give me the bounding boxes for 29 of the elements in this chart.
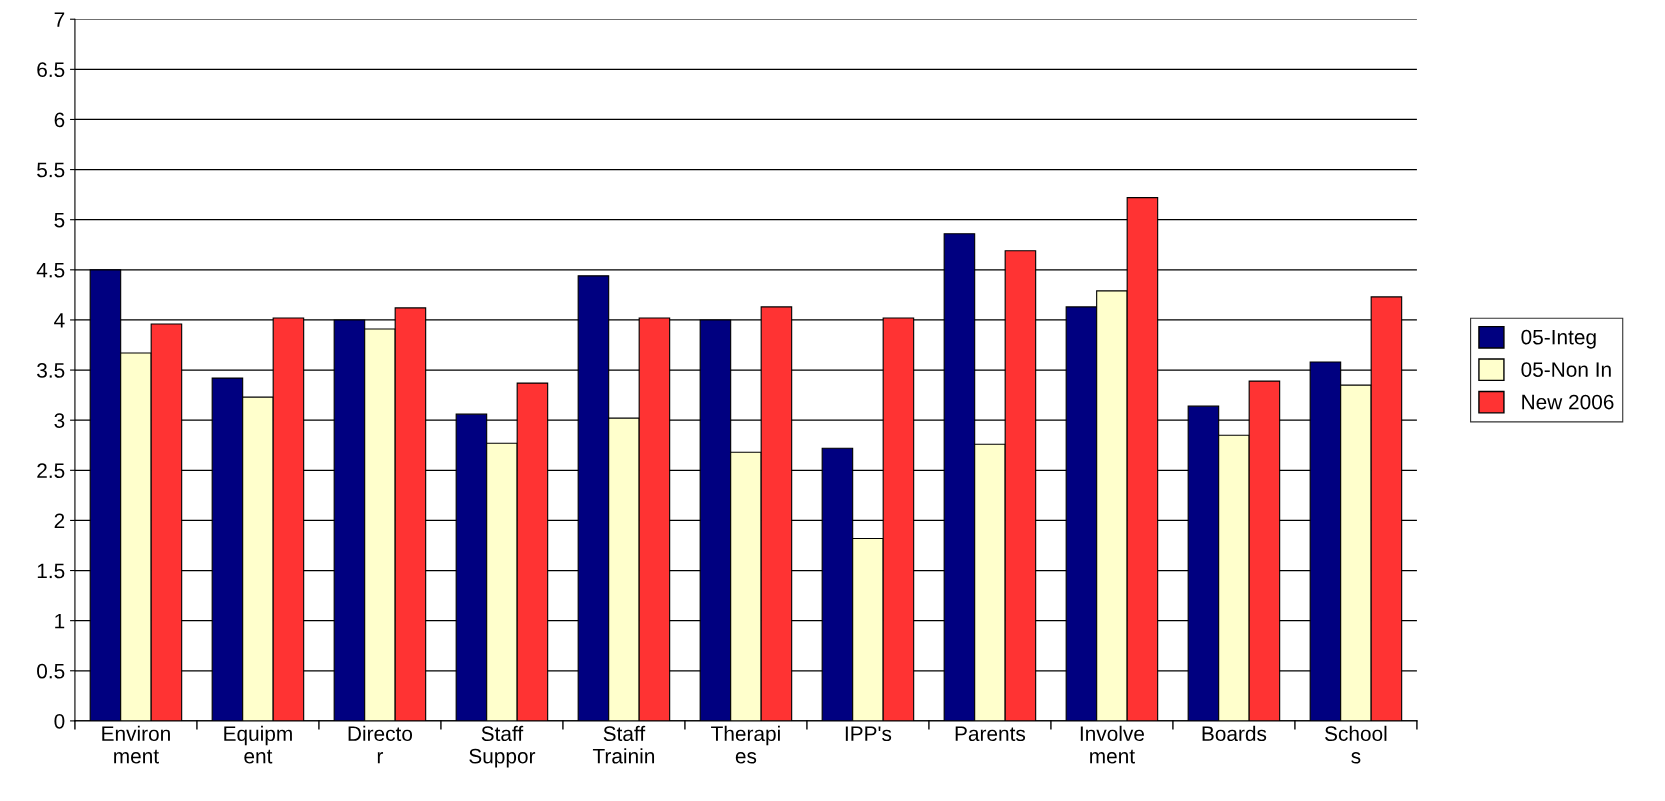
x-tick-label: Parents bbox=[955, 726, 1026, 742]
y-tick-label: 6.5 bbox=[37, 62, 65, 78]
y-tick-label: 1.5 bbox=[37, 563, 65, 579]
y-tick-label: 2 bbox=[54, 513, 65, 528]
y-tick-label: 4.5 bbox=[36, 263, 65, 278]
y-tick-label: 3 bbox=[54, 413, 65, 428]
x-tick-label: Involve ment bbox=[1080, 725, 1144, 764]
x-tick-label: Staff Suppor bbox=[469, 725, 536, 768]
x-tick-label: IPP's bbox=[845, 726, 892, 742]
x-tick-label: School s bbox=[1325, 725, 1387, 764]
y-tick-label: 5.5 bbox=[37, 162, 65, 178]
legend-label: New 2006 bbox=[1522, 394, 1614, 410]
y-tick-label: 1 bbox=[55, 613, 65, 629]
x-tick-label: Directo r bbox=[348, 725, 413, 764]
y-tick-label: 5 bbox=[54, 212, 65, 228]
legend-label: 05-Non In bbox=[1521, 362, 1611, 377]
y-tick-label: 2.5 bbox=[37, 463, 65, 479]
y-tick-label: 0.5 bbox=[37, 663, 65, 679]
x-tick-label: Environ ment bbox=[102, 725, 170, 764]
x-tick-label: Boards bbox=[1202, 725, 1267, 742]
x-tick-label: Equipm ent bbox=[224, 725, 292, 764]
y-tick-label: 4 bbox=[54, 313, 65, 328]
y-tick-label: 7 bbox=[54, 12, 65, 27]
y-tick-label: 6 bbox=[54, 112, 65, 128]
y-tick-label: 0 bbox=[54, 713, 65, 729]
y-tick-label: 3.5 bbox=[37, 363, 65, 378]
x-tick-label: Therapi es bbox=[711, 725, 780, 764]
x-tick-label: Staff Trainin bbox=[592, 725, 655, 764]
legend-label: 05-Integ bbox=[1521, 329, 1596, 349]
